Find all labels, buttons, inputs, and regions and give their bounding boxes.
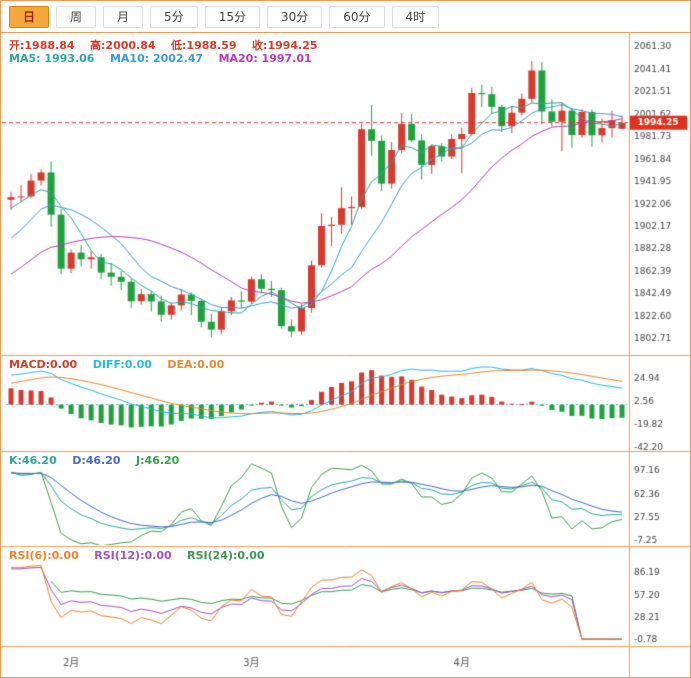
tab-15分[interactable]: 15分 [204, 5, 260, 28]
chart-area: 开:1988.84 高:2000.84 低:1988.59 收:1994.25 … [1, 33, 690, 677]
tab-4时[interactable]: 4时 [391, 5, 440, 28]
tab-月[interactable]: 月 [103, 5, 144, 28]
tab-周[interactable]: 周 [56, 5, 97, 28]
tab-60分[interactable]: 60分 [329, 5, 385, 28]
tab-5分[interactable]: 5分 [150, 5, 198, 28]
chart-canvas[interactable] [1, 33, 690, 677]
toolbar: 日周月 5分 15分 30分 60分 4时 [1, 1, 690, 33]
tab-30分[interactable]: 30分 [266, 5, 323, 28]
tab-日[interactable]: 日 [9, 5, 50, 28]
